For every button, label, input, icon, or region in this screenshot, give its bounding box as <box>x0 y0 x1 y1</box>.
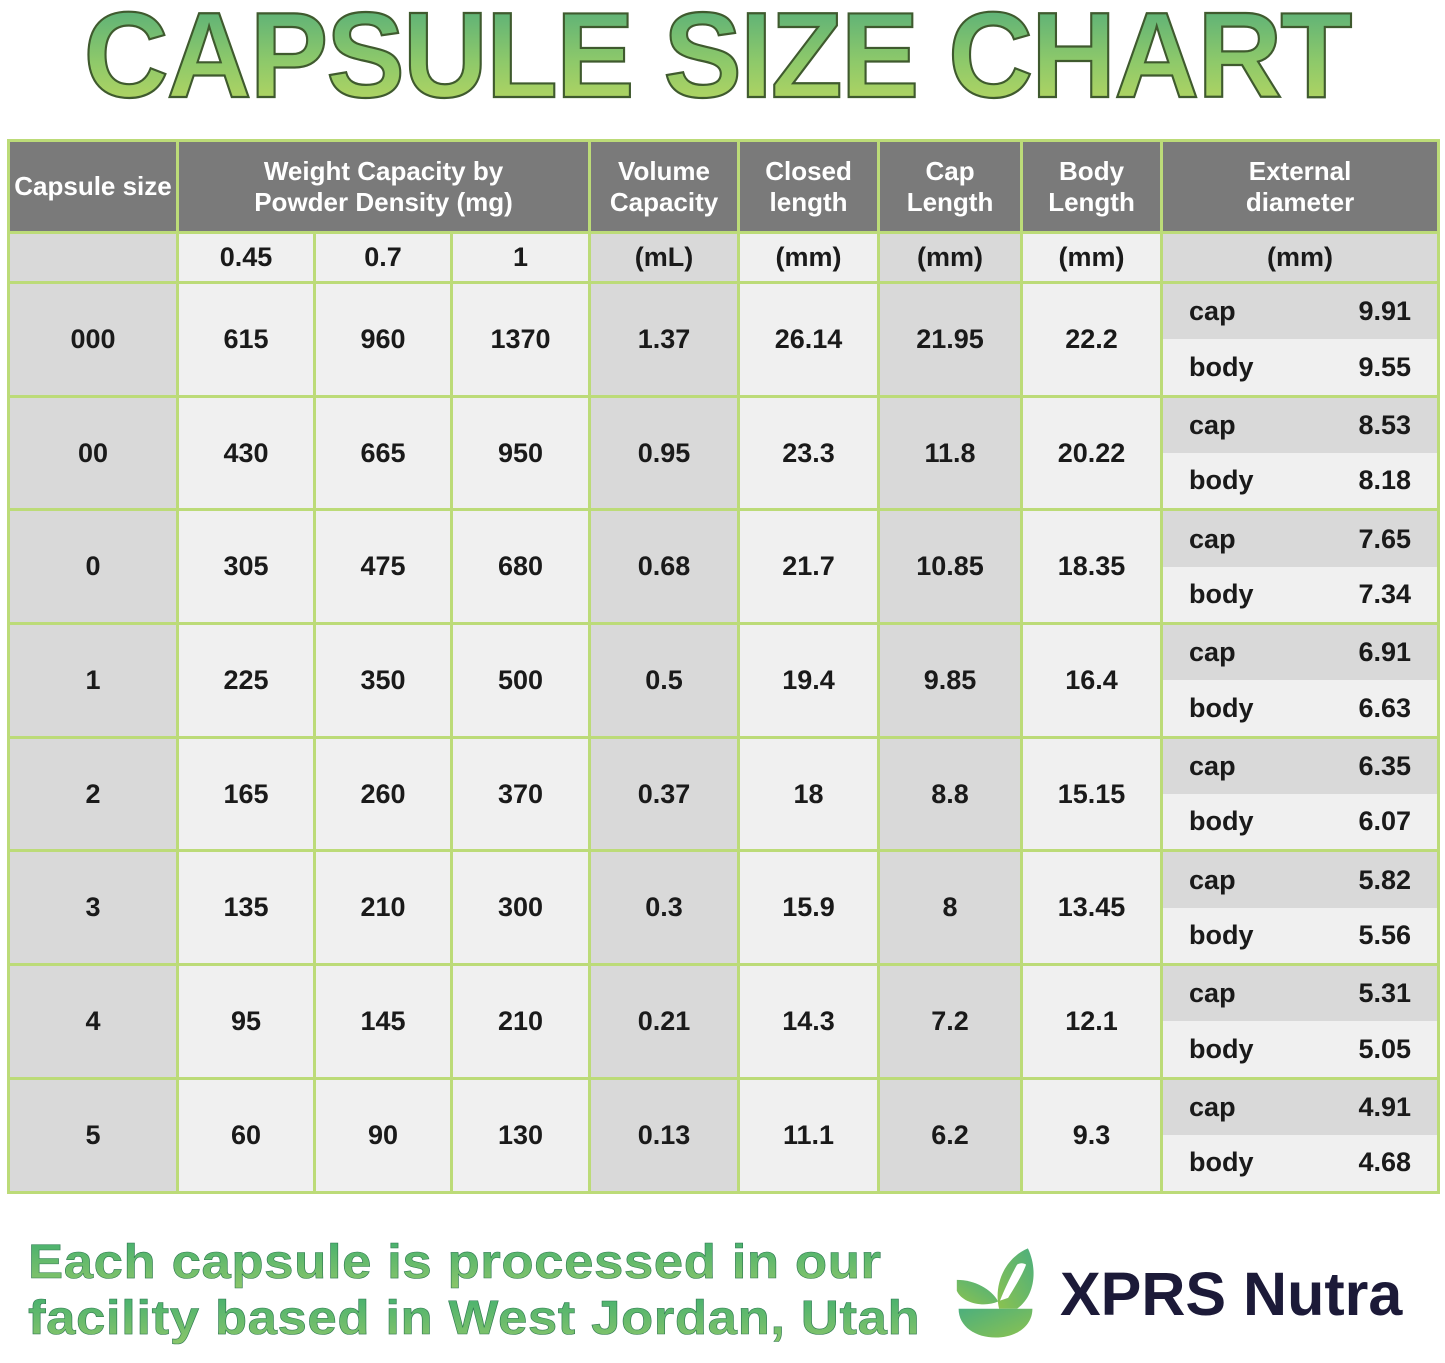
svg-text:Each capsule is processed in o: Each capsule is processed in our <box>28 1234 882 1288</box>
svg-text:facility based in West Jordan,: facility based in West Jordan, Utah <box>28 1290 920 1344</box>
svg-text:CAPSULE SIZE CHART: CAPSULE SIZE CHART <box>84 0 1352 123</box>
